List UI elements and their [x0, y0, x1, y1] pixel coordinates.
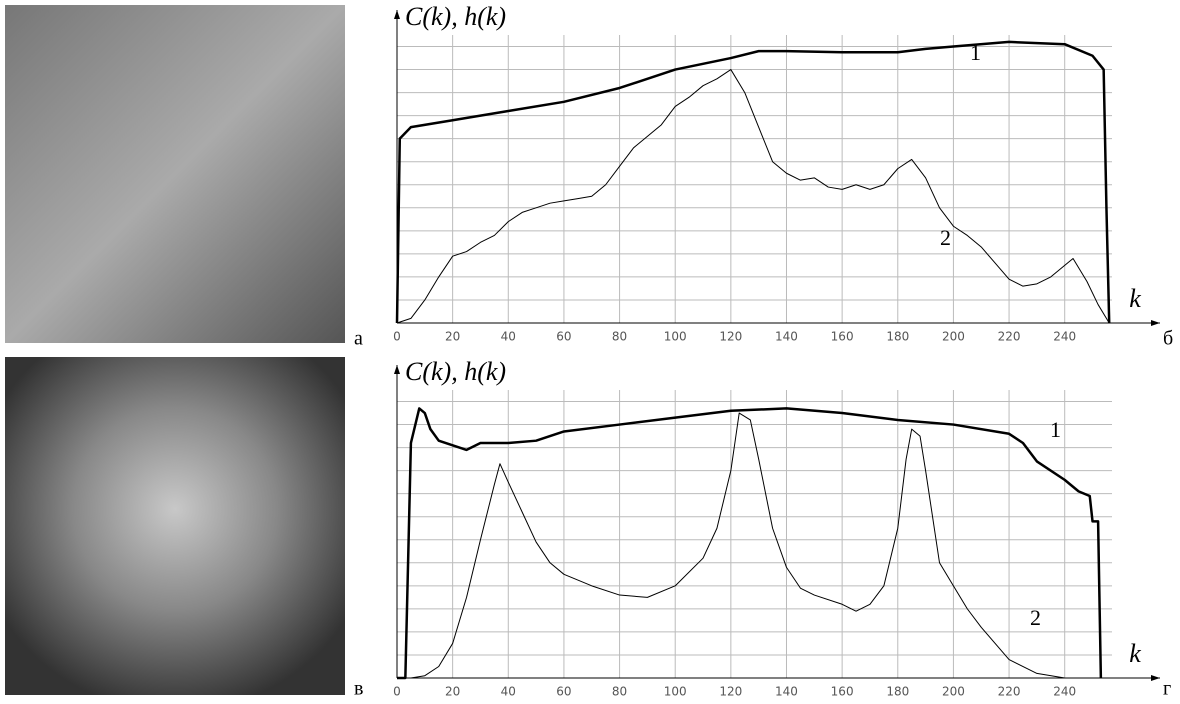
x-tick-label: 80	[612, 330, 627, 344]
x-tick-label: 0	[393, 685, 401, 699]
x-axis-arrow	[1151, 675, 1160, 681]
x-tick-label: 200	[942, 685, 965, 699]
x-tick-label: 240	[1053, 685, 1076, 699]
x-tick-label: 40	[501, 330, 516, 344]
y-axis-arrow	[394, 10, 400, 19]
series-label: 1	[1050, 417, 1061, 442]
x-tick-label: 20	[445, 330, 460, 344]
chart-title: C(k), h(k)	[405, 357, 506, 386]
x-tick-label: 200	[942, 330, 965, 344]
x-tick-label: 120	[719, 330, 742, 344]
series-label: 2	[1030, 605, 1041, 630]
x-tick-label: 220	[998, 330, 1021, 344]
x-tick-label: 60	[556, 330, 571, 344]
x-tick-label: 220	[998, 685, 1021, 699]
panel-label: г	[1163, 678, 1171, 699]
series-line	[396, 69, 1110, 324]
x-tick-label: 140	[775, 330, 798, 344]
x-tick-label: 100	[664, 330, 687, 344]
x-axis-label: k	[1129, 284, 1141, 313]
panel-label: б	[1163, 328, 1173, 350]
photo-child	[5, 357, 345, 695]
x-tick-label: 20	[445, 685, 460, 699]
x-tick-label: 120	[719, 685, 742, 699]
x-tick-label: 100	[664, 685, 687, 699]
series-line	[397, 407, 1103, 680]
x-tick-label: 160	[831, 330, 854, 344]
x-axis-arrow	[1151, 320, 1160, 326]
panel-label: в	[354, 678, 363, 699]
x-tick-label: 60	[556, 685, 571, 699]
series-line	[395, 40, 1111, 324]
x-tick-label: 180	[886, 685, 909, 699]
x-axis-label: k	[1129, 639, 1141, 668]
series-label: 1	[970, 40, 981, 65]
x-tick-label: 80	[612, 685, 627, 699]
x-tick-label: 140	[775, 685, 798, 699]
x-tick-label: 40	[501, 685, 516, 699]
photo-parade	[5, 5, 345, 343]
series-line	[397, 412, 1110, 679]
panel-label: а	[354, 328, 363, 350]
y-axis-arrow	[394, 365, 400, 374]
series-label: 2	[940, 225, 951, 250]
x-tick-label: 160	[831, 685, 854, 699]
x-tick-label: 0	[393, 330, 401, 344]
x-tick-label: 240	[1053, 330, 1076, 344]
x-tick-label: 180	[886, 330, 909, 344]
chart-title: C(k), h(k)	[405, 2, 506, 31]
